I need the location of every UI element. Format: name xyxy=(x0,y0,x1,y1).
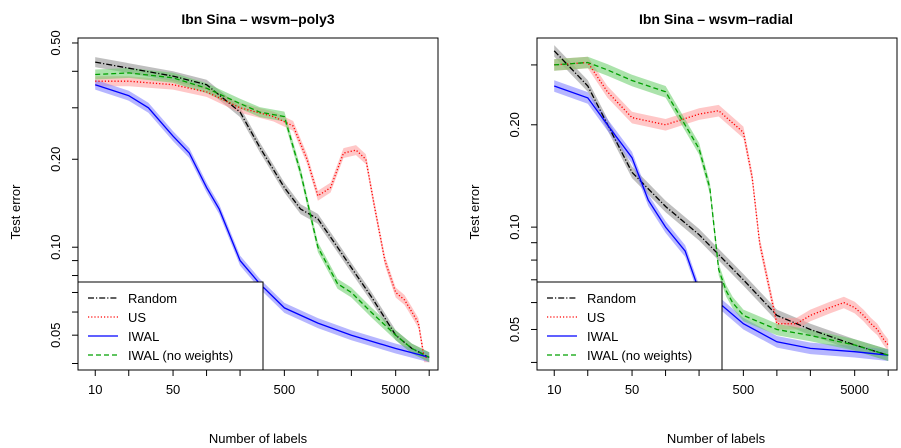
series-lines xyxy=(94,61,430,358)
y-tick-label: 0.10 xyxy=(48,235,63,260)
series-line-us xyxy=(95,80,430,358)
series-line-iwal-no-weights xyxy=(95,72,430,358)
x-axis-ticks: 10 50 500 5000 xyxy=(88,370,430,397)
legend-label: IWAL xyxy=(587,329,618,344)
x-tick-label: 500 xyxy=(274,382,296,397)
x-tick-label: 50 xyxy=(166,382,180,397)
y-axis-label: Test error xyxy=(8,184,23,240)
band-us xyxy=(95,76,430,363)
band-us xyxy=(554,56,889,351)
series-line-random xyxy=(95,61,430,358)
series-line-random xyxy=(553,50,889,356)
series-line-iwal-no-weights xyxy=(554,61,889,356)
legend: Random US IWAL IWAL (no weights) xyxy=(536,281,723,371)
band-iwal-no-weights xyxy=(95,67,430,363)
x-axis-label: Number of labels xyxy=(209,431,308,446)
chart-title: Ibn Sina – wsvm–poly3 xyxy=(181,11,334,27)
y-tick-label: 0.20 xyxy=(48,147,63,172)
y-tick-label: 0.20 xyxy=(507,112,522,137)
x-tick-label: 5000 xyxy=(840,382,869,397)
legend-label: IWAL (no weights) xyxy=(128,348,233,363)
y-tick-label: 0.10 xyxy=(507,214,522,239)
y-axis-ticks: 0.05 0.10 0.20 0.50 xyxy=(48,30,78,364)
x-axis-label: Number of labels xyxy=(667,431,766,446)
legend: Random US IWAL IWAL (no weights) xyxy=(77,281,264,371)
legend-label: US xyxy=(128,310,146,325)
x-axis-ticks: 10 50 500 5000 xyxy=(547,370,889,397)
legend-label: IWAL xyxy=(128,329,159,344)
series-line-iwal xyxy=(553,85,889,356)
y-tick-label: 0.05 xyxy=(48,323,63,348)
chart-title: Ibn Sina – wsvm–radial xyxy=(639,11,793,27)
y-tick-label: 0.50 xyxy=(48,30,63,55)
chart-panel-poly3: Ibn Sina – wsvm–poly3 Test error Number … xyxy=(8,11,439,446)
y-axis-label: Test error xyxy=(467,184,482,240)
x-tick-label: 10 xyxy=(547,382,561,397)
x-tick-label: 50 xyxy=(625,382,639,397)
chart-panel-radial: Ibn Sina – wsvm–radial Test error Number… xyxy=(467,11,898,446)
x-tick-label: 10 xyxy=(88,382,102,397)
series-line-iwal xyxy=(94,84,430,358)
x-tick-label: 500 xyxy=(733,382,755,397)
x-tick-label: 5000 xyxy=(381,382,410,397)
series-lines xyxy=(553,50,889,356)
legend-label: Random xyxy=(587,291,636,306)
y-tick-label: 0.05 xyxy=(507,317,522,342)
series-line-us xyxy=(554,61,889,346)
legend-label: Random xyxy=(128,291,177,306)
legend-label: IWAL (no weights) xyxy=(587,348,692,363)
y-axis-ticks: 0.05 0.10 0.20 xyxy=(507,64,537,363)
legend-label: US xyxy=(587,310,605,325)
confidence-bands xyxy=(95,57,430,363)
